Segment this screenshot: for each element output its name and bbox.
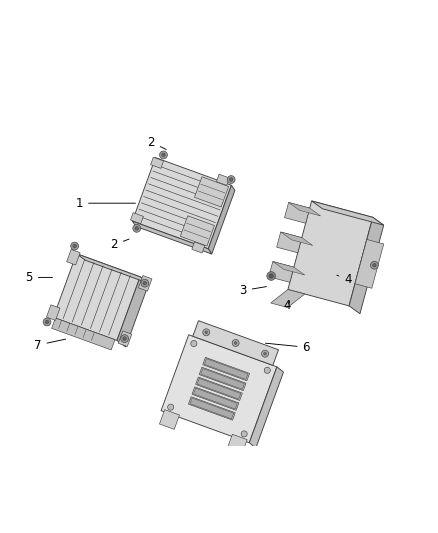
Text: 4: 4: [283, 300, 290, 312]
Polygon shape: [289, 203, 321, 216]
Polygon shape: [311, 201, 384, 225]
Polygon shape: [138, 276, 152, 291]
Polygon shape: [273, 262, 305, 275]
Circle shape: [261, 350, 268, 357]
Circle shape: [121, 335, 128, 343]
Circle shape: [71, 242, 78, 250]
Circle shape: [123, 337, 127, 340]
Polygon shape: [117, 277, 149, 347]
Circle shape: [203, 329, 210, 336]
Polygon shape: [269, 262, 294, 282]
Circle shape: [168, 404, 174, 410]
Circle shape: [191, 341, 197, 346]
Polygon shape: [194, 388, 237, 409]
Polygon shape: [203, 357, 250, 381]
Polygon shape: [192, 387, 239, 410]
Circle shape: [141, 279, 149, 287]
Polygon shape: [151, 157, 163, 168]
Polygon shape: [196, 377, 242, 400]
Text: 4: 4: [337, 273, 352, 286]
Circle shape: [267, 272, 276, 280]
Circle shape: [205, 331, 208, 334]
Circle shape: [269, 274, 273, 278]
Polygon shape: [77, 254, 149, 284]
Text: 2: 2: [110, 238, 129, 251]
Polygon shape: [199, 367, 246, 391]
Polygon shape: [216, 174, 230, 185]
Circle shape: [159, 151, 167, 159]
Circle shape: [43, 318, 51, 326]
Polygon shape: [131, 213, 143, 224]
Circle shape: [73, 244, 76, 248]
Circle shape: [241, 431, 247, 437]
Text: 1: 1: [75, 197, 135, 209]
Circle shape: [373, 263, 376, 267]
Circle shape: [143, 281, 147, 285]
Text: 3: 3: [239, 284, 266, 297]
Polygon shape: [197, 378, 241, 399]
Polygon shape: [188, 397, 235, 420]
Circle shape: [264, 367, 270, 374]
Polygon shape: [204, 359, 248, 379]
Polygon shape: [227, 434, 247, 454]
Circle shape: [45, 320, 49, 324]
Polygon shape: [285, 203, 310, 223]
Text: 5: 5: [25, 271, 53, 284]
Circle shape: [230, 178, 233, 181]
Polygon shape: [192, 242, 205, 253]
Polygon shape: [249, 367, 283, 448]
Polygon shape: [67, 249, 80, 265]
Polygon shape: [52, 318, 115, 350]
Polygon shape: [355, 239, 384, 288]
Circle shape: [227, 175, 235, 183]
Polygon shape: [161, 335, 277, 443]
Polygon shape: [53, 254, 140, 341]
Polygon shape: [349, 217, 384, 314]
Polygon shape: [180, 216, 215, 246]
Text: 2: 2: [148, 135, 166, 150]
Polygon shape: [132, 158, 231, 249]
Circle shape: [135, 227, 138, 230]
Polygon shape: [190, 398, 234, 419]
Polygon shape: [201, 368, 244, 389]
Circle shape: [264, 352, 266, 355]
Text: 6: 6: [265, 341, 310, 354]
Text: 7: 7: [34, 338, 66, 352]
Polygon shape: [132, 221, 212, 254]
Polygon shape: [281, 232, 313, 246]
Circle shape: [133, 224, 141, 232]
Polygon shape: [288, 201, 373, 306]
Polygon shape: [277, 232, 302, 253]
Polygon shape: [193, 321, 279, 365]
Polygon shape: [46, 305, 60, 320]
Polygon shape: [118, 331, 132, 346]
Circle shape: [234, 342, 237, 344]
Circle shape: [162, 153, 165, 157]
Polygon shape: [194, 177, 229, 207]
Circle shape: [371, 261, 378, 269]
Polygon shape: [159, 410, 180, 430]
Polygon shape: [271, 289, 305, 308]
Circle shape: [232, 340, 239, 346]
Polygon shape: [208, 185, 235, 254]
